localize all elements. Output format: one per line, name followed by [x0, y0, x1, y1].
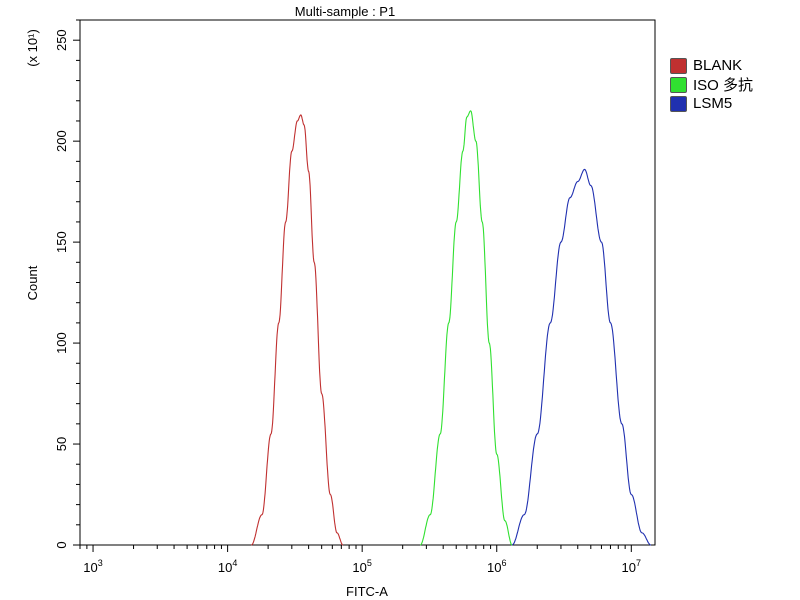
- x-tick-label: 106: [487, 558, 506, 575]
- legend-item-lsm5: LSM5: [670, 94, 753, 113]
- y-tick-label: 250: [54, 29, 69, 51]
- chart-title: Multi-sample : P1: [295, 4, 395, 19]
- series-layer: [251, 110, 652, 546]
- y-axis-multiplier: (x 10¹): [25, 29, 40, 67]
- y-tick-label: 0: [54, 541, 69, 548]
- y-tick-label: 50: [54, 437, 69, 451]
- legend-swatch: [670, 76, 687, 93]
- series-line-lsm5: [511, 168, 652, 546]
- series-line-blank: [251, 114, 344, 546]
- x-axis-label: FITC-A: [346, 584, 388, 599]
- y-axis-label: Count: [25, 265, 40, 300]
- plot-frame: [79, 19, 656, 546]
- x-axis-ticks: 103 104 105 106 107: [79, 545, 641, 575]
- legend-swatch: [670, 95, 687, 112]
- legend-label: BLANK: [693, 57, 743, 74]
- legend-item-iso: ISO 多抗: [670, 75, 753, 94]
- y-tick-label: 100: [54, 332, 69, 354]
- legend-label: ISO 多抗: [693, 77, 754, 94]
- legend-swatch: [670, 57, 687, 74]
- series-line-iso-: [420, 110, 513, 546]
- y-tick-label: 200: [54, 130, 69, 152]
- x-tick-label: 104: [218, 558, 237, 575]
- legend-item-blank: BLANK: [670, 56, 753, 75]
- x-tick-label: 105: [352, 558, 371, 575]
- legend-label: LSM5: [693, 95, 733, 112]
- x-tick-label: 107: [622, 558, 641, 575]
- y-tick-label: 150: [54, 231, 69, 253]
- legend: BLANK ISO 多抗 LSM5: [670, 56, 753, 113]
- x-tick-label: 103: [83, 558, 102, 575]
- y-axis-ticks: 0 50 100 150 200 250: [54, 19, 80, 549]
